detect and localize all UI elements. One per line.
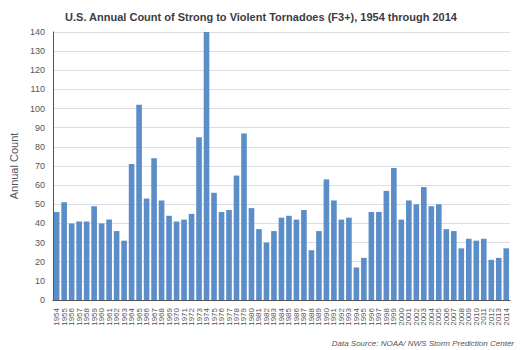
svg-text:2010: 2010 [471,308,481,326]
svg-text:1998: 1998 [381,308,391,326]
svg-text:1995: 1995 [359,308,369,326]
svg-text:60: 60 [35,180,45,190]
svg-text:2008: 2008 [456,308,466,326]
svg-text:1984: 1984 [277,308,286,326]
svg-text:1956: 1956 [67,308,77,326]
svg-text:1957: 1957 [74,308,84,326]
svg-text:U.S. Annual Count of Strong to: U.S. Annual Count of Strong to Violent T… [65,11,458,23]
svg-text:1994: 1994 [351,308,361,326]
svg-text:1973: 1973 [194,308,204,326]
svg-text:1982: 1982 [262,308,271,326]
svg-text:1981: 1981 [254,308,264,326]
svg-text:40: 40 [35,218,45,228]
svg-text:1999: 1999 [389,308,399,326]
svg-text:2013: 2013 [494,308,504,326]
svg-text:1958: 1958 [82,308,92,326]
svg-text:1985: 1985 [284,308,294,326]
svg-text:110: 110 [31,84,45,94]
svg-text:120: 120 [30,65,45,75]
svg-text:2004: 2004 [426,308,436,326]
svg-text:1960: 1960 [97,308,107,326]
svg-text:1989: 1989 [314,308,324,326]
svg-text:140: 140 [30,27,45,37]
svg-text:10: 10 [35,276,45,286]
svg-text:2005: 2005 [434,308,444,326]
svg-text:1990: 1990 [321,308,331,326]
svg-text:2009: 2009 [464,308,474,326]
svg-text:30: 30 [35,238,45,248]
svg-text:1969: 1969 [164,308,174,326]
svg-text:1977: 1977 [224,308,234,326]
svg-text:1966: 1966 [142,308,152,326]
svg-text:1992: 1992 [336,308,346,326]
svg-text:1967: 1967 [149,308,159,326]
svg-text:2001: 2001 [404,308,414,326]
svg-text:Data Source: NOAA/ NWS Storm P: Data Source: NOAA/ NWS Storm Prediction … [332,339,515,348]
svg-text:50: 50 [35,199,45,209]
svg-text:0: 0 [40,295,45,305]
svg-text:1986: 1986 [291,308,301,326]
svg-text:1976: 1976 [217,308,226,326]
svg-text:1965: 1965 [134,308,144,326]
svg-text:Annual Count: Annual Count [8,133,20,200]
svg-text:1978: 1978 [232,308,241,326]
svg-text:2002: 2002 [411,308,421,326]
svg-text:1962: 1962 [112,308,122,326]
svg-text:1993: 1993 [344,308,354,326]
svg-text:1997: 1997 [374,308,384,326]
svg-text:20: 20 [35,257,45,267]
svg-text:1959: 1959 [89,308,99,326]
svg-text:80: 80 [35,142,45,152]
svg-text:2006: 2006 [441,308,451,326]
svg-text:70: 70 [35,161,45,171]
svg-text:100: 100 [30,104,45,114]
svg-text:1988: 1988 [306,308,316,326]
svg-text:1961: 1961 [104,308,114,326]
svg-text:2012: 2012 [486,308,496,326]
svg-text:2014: 2014 [502,307,511,325]
svg-text:1972: 1972 [187,308,196,326]
svg-text:1974: 1974 [202,308,211,326]
svg-text:1964: 1964 [127,308,137,326]
svg-text:2003: 2003 [419,308,429,326]
svg-text:1983: 1983 [269,308,279,326]
svg-text:1991: 1991 [329,308,339,326]
svg-text:1979: 1979 [239,308,249,326]
svg-text:2007: 2007 [449,308,459,326]
svg-text:1970: 1970 [172,308,182,326]
svg-text:1980: 1980 [247,308,256,326]
svg-text:1987: 1987 [299,308,309,326]
svg-text:2000: 2000 [396,308,406,326]
svg-text:1996: 1996 [366,308,376,326]
svg-text:1971: 1971 [179,308,189,326]
svg-text:1955: 1955 [59,308,69,326]
svg-text:1968: 1968 [157,308,167,326]
svg-text:2011: 2011 [479,308,489,326]
svg-text:90: 90 [35,123,45,133]
svg-text:1963: 1963 [119,308,129,326]
svg-text:1954: 1954 [52,308,62,326]
svg-text:1975: 1975 [209,308,219,326]
svg-text:130: 130 [30,46,45,56]
